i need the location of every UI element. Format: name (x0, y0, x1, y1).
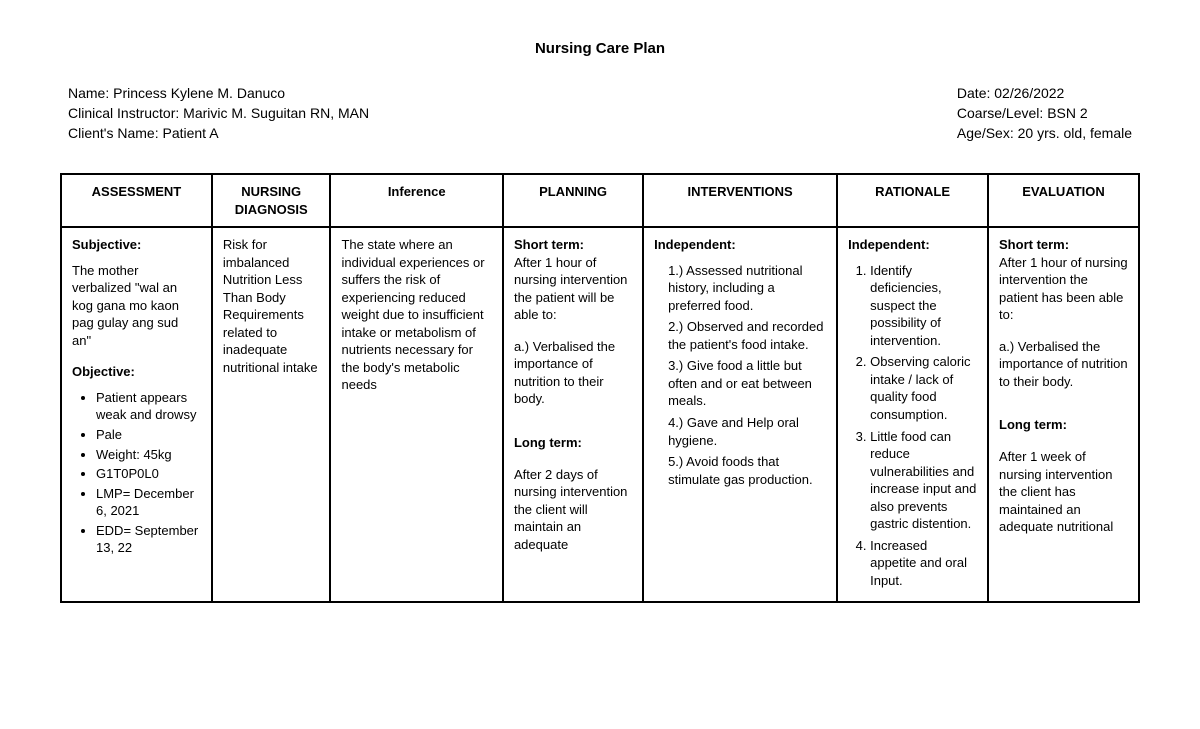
evaluation-short-label: Short term: (999, 237, 1069, 252)
evaluation-short-intro: After 1 hour of nursing intervention the… (999, 254, 1128, 324)
client-value: Patient A (162, 125, 218, 141)
intervention-text: Gave and Help oral hygiene. (668, 415, 799, 448)
cell-diagnosis: Risk for imbalanced Nutrition Less Than … (212, 227, 331, 602)
age-label: Age/Sex: (957, 125, 1018, 141)
intervention-text: Assessed nutritional history, including … (668, 263, 802, 313)
objective-label: Objective: (72, 363, 201, 381)
evaluation-short-a: a.) Verbalised the importance of nutriti… (999, 338, 1128, 391)
list-item: G1T0P0L0 (96, 465, 201, 483)
name-value: Princess Kylene M. Danuco (113, 85, 285, 101)
col-header-inference: Inference (330, 174, 502, 227)
cell-assessment: Subjective: The mother verbalized "wal a… (61, 227, 212, 602)
diagnosis-text: Risk for imbalanced Nutrition Less Than … (223, 236, 320, 376)
header-age: Age/Sex: 20 yrs. old, female (957, 125, 1132, 141)
cell-evaluation: Short term: After 1 hour of nursing inte… (988, 227, 1139, 602)
age-value: 20 yrs. old, female (1018, 125, 1132, 141)
list-item: Little food can reduce vulnerabilities a… (870, 428, 977, 533)
level-label: Coarse/Level: (957, 105, 1047, 121)
interventions-list: 1.) Assessed nutritional history, includ… (654, 262, 826, 489)
col-header-interventions: INTERVENTIONS (643, 174, 837, 227)
header-level: Coarse/Level: BSN 2 (957, 105, 1132, 121)
list-item: Weight: 45kg (96, 446, 201, 464)
header-instructor: Clinical Instructor: Marivic M. Suguitan… (68, 105, 369, 121)
list-item: Pale (96, 426, 201, 444)
interventions-independent-label: Independent: (654, 236, 826, 254)
planning-long-text: After 2 days of nursing intervention the… (514, 466, 632, 554)
col-header-rationale: RATIONALE (837, 174, 988, 227)
evaluation-long-text: After 1 week of nursing intervention the… (999, 448, 1128, 536)
header-left: Name: Princess Kylene M. Danuco Clinical… (68, 85, 369, 141)
date-value: 02/26/2022 (994, 85, 1064, 101)
planning-short-intro: After 1 hour of nursing intervention the… (514, 254, 632, 324)
list-item: Patient appears weak and drowsy (96, 389, 201, 424)
planning-short-a: a.) Verbalised the importance of nutriti… (514, 338, 632, 408)
cell-planning: Short term: After 1 hour of nursing inte… (503, 227, 643, 602)
list-item: 4.) Gave and Help oral hygiene. (668, 414, 826, 449)
table-header-row: ASSESSMENT NURSING DIAGNOSIS Inference P… (61, 174, 1139, 227)
header-client: Client's Name: Patient A (68, 125, 369, 141)
inference-text: The state where an individual experience… (341, 236, 491, 394)
header-date: Date: 02/26/2022 (957, 85, 1132, 101)
list-item: 3.) Give food a little but often and or … (668, 357, 826, 410)
instructor-label: Clinical Instructor: (68, 105, 183, 121)
instructor-value: Marivic M. Suguitan RN, MAN (183, 105, 369, 121)
list-item: LMP= December 6, 2021 (96, 485, 201, 520)
col-header-planning: PLANNING (503, 174, 643, 227)
intervention-text: Give food a little but often and or eat … (668, 358, 812, 408)
list-item: EDD= September 13, 22 (96, 522, 201, 557)
subjective-label: Subjective: (72, 236, 201, 254)
document-title: Nursing Care Plan (60, 40, 1140, 57)
evaluation-long-label: Long term: (999, 416, 1128, 434)
care-plan-table: ASSESSMENT NURSING DIAGNOSIS Inference P… (60, 173, 1140, 603)
rationale-list: Identify deficiencies, suspect the possi… (848, 262, 977, 590)
planning-short-label: Short term: (514, 237, 584, 252)
rationale-independent-label: Independent: (848, 236, 977, 254)
subjective-text: The mother verbalized "wal an kog gana m… (72, 262, 201, 350)
cell-inference: The state where an individual experience… (330, 227, 502, 602)
list-item: Identify deficiencies, suspect the possi… (870, 262, 977, 350)
header-right: Date: 02/26/2022 Coarse/Level: BSN 2 Age… (957, 85, 1132, 141)
list-item: 5.) Avoid foods that stimulate gas produ… (668, 453, 826, 488)
objective-list: Patient appears weak and drowsy Pale Wei… (72, 389, 201, 557)
table-body-row: Subjective: The mother verbalized "wal a… (61, 227, 1139, 602)
intervention-text: Observed and recorded the patient's food… (668, 319, 823, 352)
level-value: BSN 2 (1047, 105, 1087, 121)
planning-long-label: Long term: (514, 434, 632, 452)
header-name: Name: Princess Kylene M. Danuco (68, 85, 369, 101)
list-item: 2.) Observed and recorded the patient's … (668, 318, 826, 353)
cell-interventions: Independent: 1.) Assessed nutritional hi… (643, 227, 837, 602)
col-header-diagnosis: NURSING DIAGNOSIS (212, 174, 331, 227)
cell-rationale: Independent: Identify deficiencies, susp… (837, 227, 988, 602)
list-item: 1.) Assessed nutritional history, includ… (668, 262, 826, 315)
list-item: Increased appetite and oral Input. (870, 537, 977, 590)
client-label: Client's Name: (68, 125, 162, 141)
col-header-assessment: ASSESSMENT (61, 174, 212, 227)
list-item: Observing caloric intake / lack of quali… (870, 353, 977, 423)
col-header-evaluation: EVALUATION (988, 174, 1139, 227)
name-label: Name: (68, 85, 113, 101)
intervention-text: Avoid foods that stimulate gas productio… (668, 454, 813, 487)
date-label: Date: (957, 85, 994, 101)
header-block: Name: Princess Kylene M. Danuco Clinical… (60, 85, 1140, 141)
